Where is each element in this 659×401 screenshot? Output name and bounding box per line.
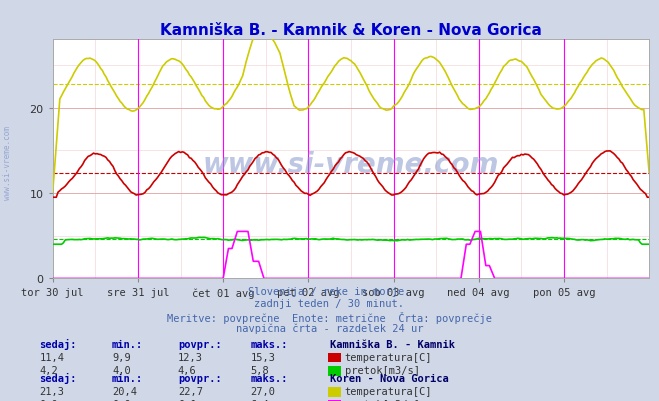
Text: 15,3: 15,3	[250, 352, 275, 362]
Text: zadnji teden / 30 minut.: zadnji teden / 30 minut.	[254, 299, 405, 309]
Text: 4,0: 4,0	[112, 365, 130, 375]
Text: 21,3: 21,3	[40, 386, 65, 396]
Text: 0,0: 0,0	[40, 399, 58, 401]
Text: Koren - Nova Gorica: Koren - Nova Gorica	[330, 373, 448, 383]
Text: Kamniška B. - Kamnik: Kamniška B. - Kamnik	[330, 339, 455, 349]
Text: 5,8: 5,8	[250, 365, 269, 375]
Text: Meritve: povprečne  Enote: metrične  Črta: povprečje: Meritve: povprečne Enote: metrične Črta:…	[167, 311, 492, 323]
Text: povpr.:: povpr.:	[178, 373, 221, 383]
Text: maks.:: maks.:	[250, 373, 288, 383]
Text: 27,0: 27,0	[250, 386, 275, 396]
Text: 0,1: 0,1	[178, 399, 196, 401]
Text: sedaj:: sedaj:	[40, 372, 77, 383]
Text: temperatura[C]: temperatura[C]	[345, 352, 432, 362]
Text: min.:: min.:	[112, 339, 143, 349]
Text: 22,7: 22,7	[178, 386, 203, 396]
Text: 6,4: 6,4	[250, 399, 269, 401]
Text: povpr.:: povpr.:	[178, 339, 221, 349]
Text: maks.:: maks.:	[250, 339, 288, 349]
Text: pretok[m3/s]: pretok[m3/s]	[345, 365, 420, 375]
Text: navpična črta - razdelek 24 ur: navpična črta - razdelek 24 ur	[236, 323, 423, 333]
Text: 4,2: 4,2	[40, 365, 58, 375]
Text: 9,9: 9,9	[112, 352, 130, 362]
Text: 20,4: 20,4	[112, 386, 137, 396]
Text: 12,3: 12,3	[178, 352, 203, 362]
Text: 4,6: 4,6	[178, 365, 196, 375]
Text: Slovenija / reke in morje.: Slovenija / reke in morje.	[248, 287, 411, 297]
Text: temperatura[C]: temperatura[C]	[345, 386, 432, 396]
Text: 0,0: 0,0	[112, 399, 130, 401]
Title: Kamniška B. - Kamnik & Koren - Nova Gorica: Kamniška B. - Kamnik & Koren - Nova Gori…	[160, 22, 542, 38]
Text: www.si-vreme.com: www.si-vreme.com	[203, 150, 499, 178]
Text: pretok[m3/s]: pretok[m3/s]	[345, 399, 420, 401]
Text: sedaj:: sedaj:	[40, 338, 77, 349]
Text: 11,4: 11,4	[40, 352, 65, 362]
Text: min.:: min.:	[112, 373, 143, 383]
Text: www.si-vreme.com: www.si-vreme.com	[3, 126, 13, 199]
